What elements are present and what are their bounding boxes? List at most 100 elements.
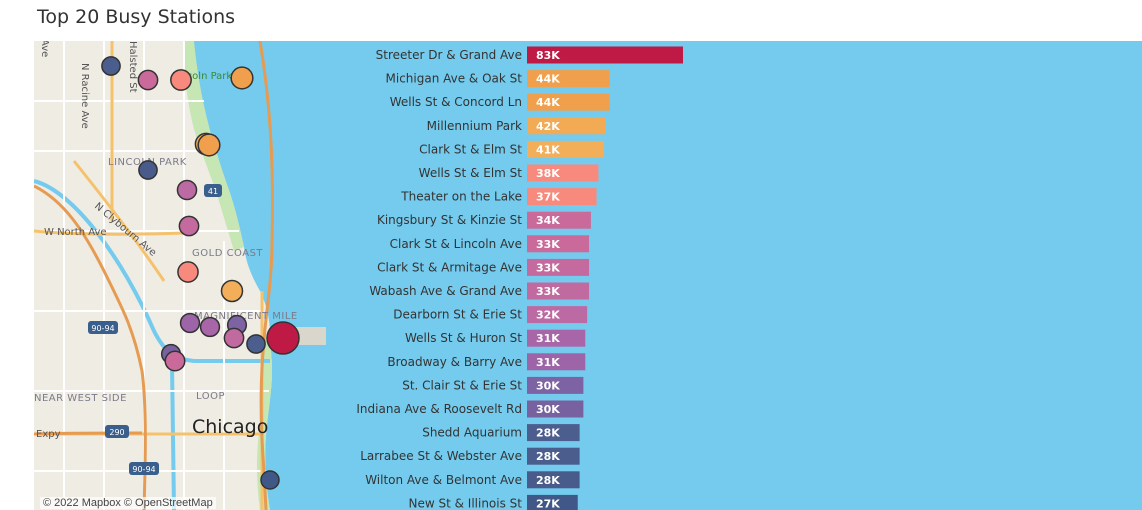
svg-text:41: 41 xyxy=(208,187,218,196)
bar-chart: Streeter Dr & Grand Ave 83K Michigan Ave &… xyxy=(356,46,683,510)
bar-value-label: 28K xyxy=(536,450,560,463)
bar[interactable] xyxy=(527,400,584,418)
category-label: Dearborn St & Erie St xyxy=(393,308,522,322)
map-label-lincoln-park: Lincoln Park xyxy=(172,71,232,82)
bar[interactable] xyxy=(527,164,599,182)
category-label: Streeter Dr & Grand Ave xyxy=(376,48,522,62)
bar-value-label: 83K xyxy=(536,49,560,62)
station-marker[interactable] xyxy=(266,321,300,355)
shield-41-icon: 41 xyxy=(204,184,222,197)
bar-value-label: 31K xyxy=(536,332,560,345)
svg-text:90-94: 90-94 xyxy=(132,465,155,474)
station-marker[interactable] xyxy=(223,327,245,349)
category-label: Wells St & Huron St xyxy=(405,331,522,345)
bar-value-label: 30K xyxy=(536,379,560,392)
category-label: Wells St & Concord Ln xyxy=(390,95,522,109)
category-label: Larrabee St & Webster Ave xyxy=(360,449,522,463)
map-label-expy: Expy xyxy=(36,429,61,440)
chart-panel: Ave N Racine Ave Halsted St W North Ave … xyxy=(34,41,1142,510)
station-marker[interactable] xyxy=(199,316,221,338)
map-label-n-racine-ave: N Racine Ave xyxy=(79,63,90,129)
map-label-w-north-ave: W North Ave xyxy=(44,227,107,238)
bar[interactable] xyxy=(527,188,597,206)
map-label-near-west-side: NEAR WEST SIDE xyxy=(34,393,127,404)
category-label: Millennium Park xyxy=(427,119,522,133)
bar[interactable] xyxy=(527,93,610,111)
map-label-ave-edge: Ave xyxy=(39,41,50,57)
station-marker[interactable] xyxy=(230,66,254,90)
bar-value-label: 28K xyxy=(536,474,560,487)
bar[interactable] xyxy=(527,140,605,158)
shield-290-icon: 290 xyxy=(105,425,129,438)
bar[interactable] xyxy=(527,447,580,465)
bar-value-label: 44K xyxy=(536,73,560,86)
bar-value-label: 38K xyxy=(536,167,560,180)
category-label: Kingsbury St & Kinzie St xyxy=(377,213,522,227)
bar-value-label: 33K xyxy=(536,285,560,298)
bar[interactable] xyxy=(527,282,590,300)
bar-value-label: 44K xyxy=(536,96,560,109)
bar[interactable] xyxy=(527,471,580,489)
map-label-loop: LOOP xyxy=(196,391,225,402)
category-label: Shedd Aquarium xyxy=(422,426,522,440)
station-map[interactable]: Ave N Racine Ave Halsted St W North Ave … xyxy=(34,41,344,510)
station-marker[interactable] xyxy=(164,350,186,372)
chart-title: Top 20 Busy Stations xyxy=(37,6,236,28)
bar-value-label: 33K xyxy=(536,238,560,251)
category-label: Theater on the Lake xyxy=(400,190,522,204)
bar-value-label: 32K xyxy=(536,309,560,322)
category-label: St. Clair St & Erie St xyxy=(402,378,522,392)
station-marker[interactable] xyxy=(101,56,121,76)
svg-text:290: 290 xyxy=(109,428,124,437)
bar[interactable] xyxy=(527,70,610,88)
bar-value-label: 30K xyxy=(536,403,560,416)
bar-value-label: 42K xyxy=(536,120,560,133)
station-marker[interactable] xyxy=(260,470,280,490)
map-label-gold-coast: GOLD COAST xyxy=(192,248,263,259)
station-marker[interactable] xyxy=(220,279,244,303)
category-label: Clark St & Armitage Ave xyxy=(377,260,522,274)
map-attribution: © 2022 Mapbox © OpenStreetMap xyxy=(40,497,216,509)
bar[interactable] xyxy=(527,46,683,64)
map-label-chicago: Chicago xyxy=(192,416,268,438)
category-label: Indiana Ave & Roosevelt Rd xyxy=(356,402,522,416)
bar-value-label: 33K xyxy=(536,261,560,274)
bar[interactable] xyxy=(527,376,584,394)
category-label: Clark St & Lincoln Ave xyxy=(390,237,522,251)
station-marker[interactable] xyxy=(197,133,221,157)
station-marker[interactable] xyxy=(246,334,266,354)
bar-value-label: 28K xyxy=(536,427,560,440)
bar[interactable] xyxy=(527,353,586,371)
category-label: Wells St & Elm St xyxy=(419,166,523,180)
shield-90-94-icon: 90-94 xyxy=(88,321,118,334)
shield-90-94-south-icon: 90-94 xyxy=(129,462,159,475)
bar[interactable] xyxy=(527,494,578,510)
bar-value-label: 31K xyxy=(536,356,560,369)
category-label: Clark St & Elm St xyxy=(419,142,522,156)
category-label: Wabash Ave & Grand Ave xyxy=(369,284,522,298)
bar[interactable] xyxy=(527,424,580,442)
station-marker[interactable] xyxy=(177,261,199,283)
bar[interactable] xyxy=(527,211,591,229)
bar[interactable] xyxy=(527,306,588,324)
bar-value-label: 37K xyxy=(536,191,560,204)
bar[interactable] xyxy=(527,258,590,276)
bar-value-label: 27K xyxy=(536,497,560,510)
category-label: Michigan Ave & Oak St xyxy=(386,72,523,86)
bar-value-label: 41K xyxy=(536,143,560,156)
bar[interactable] xyxy=(527,235,590,253)
category-label: Wilton Ave & Belmont Ave xyxy=(365,473,522,487)
station-marker[interactable] xyxy=(138,160,158,180)
station-marker[interactable] xyxy=(179,312,201,334)
category-label: New St & Illinois St xyxy=(408,496,522,510)
map-label-magnificent-mile: MAGNIFICENT MILE xyxy=(194,311,298,322)
map-label-halsted-st: Halsted St xyxy=(127,41,138,93)
bar[interactable] xyxy=(527,329,586,347)
station-marker[interactable] xyxy=(170,69,192,91)
station-marker[interactable] xyxy=(178,215,200,237)
svg-text:90-94: 90-94 xyxy=(91,324,114,333)
station-marker[interactable] xyxy=(176,179,198,201)
station-marker[interactable] xyxy=(137,69,159,91)
category-label: Broadway & Barry Ave xyxy=(387,355,522,369)
bar[interactable] xyxy=(527,117,606,135)
